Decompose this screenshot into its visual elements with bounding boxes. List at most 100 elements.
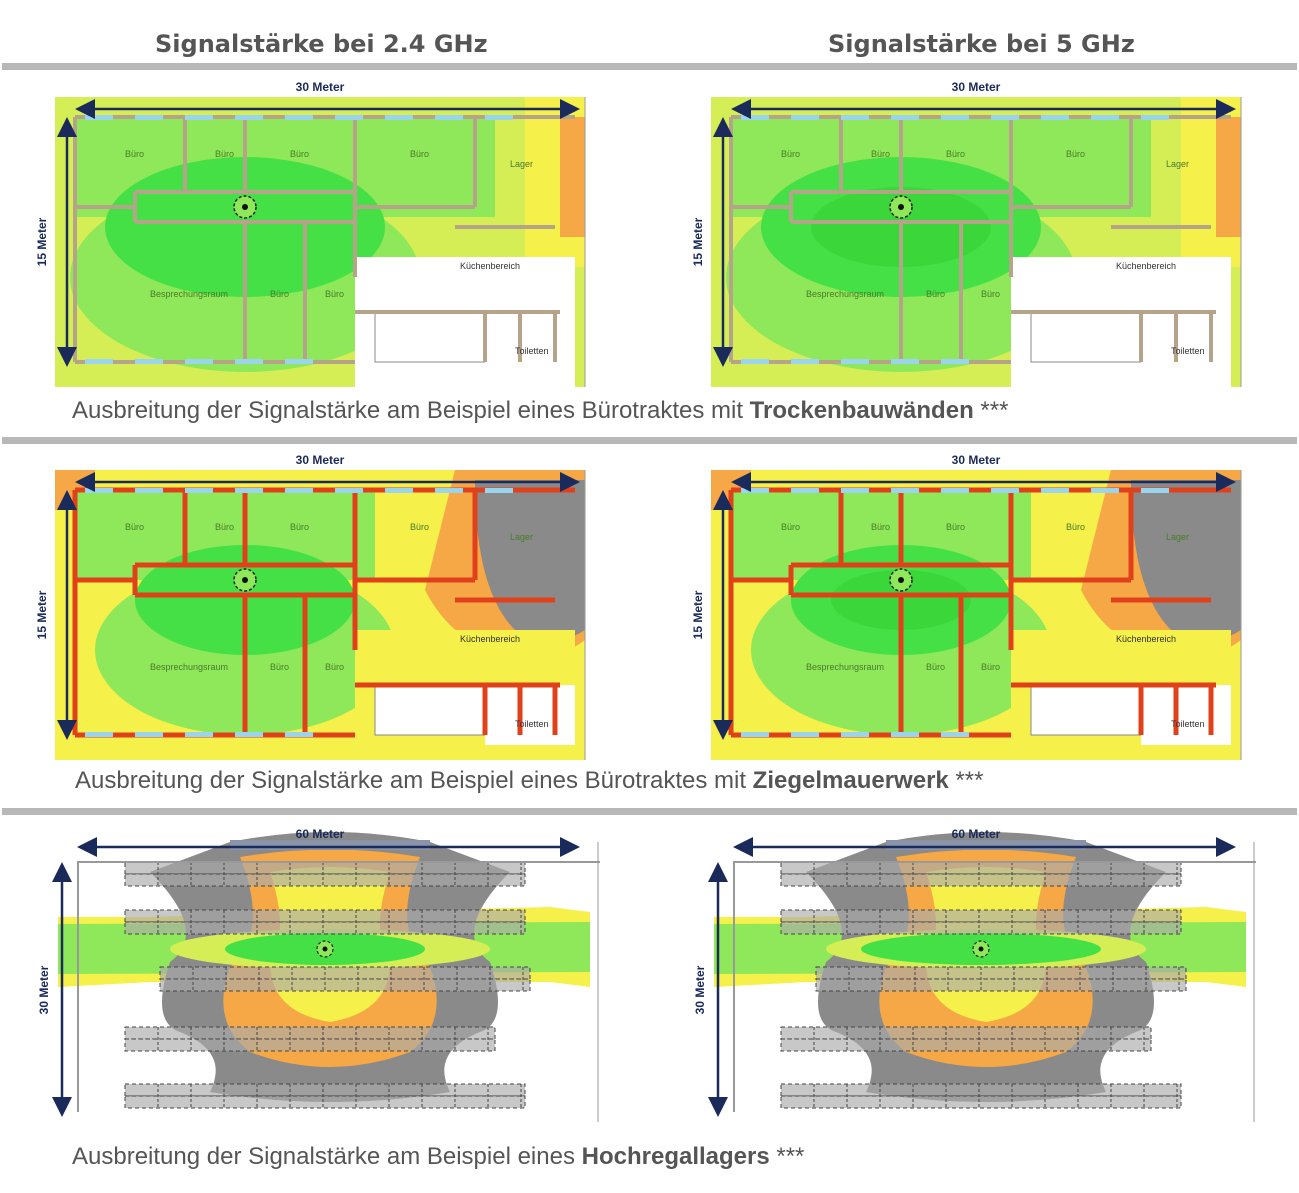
window xyxy=(385,115,413,120)
rack-upper xyxy=(124,1083,526,1097)
rack xyxy=(124,861,526,887)
window xyxy=(185,732,213,737)
room-label: Büro xyxy=(981,662,1000,672)
room-label: Küchenbereich xyxy=(1116,261,1176,271)
room-label: Büro xyxy=(125,522,144,532)
rack-upper xyxy=(124,1026,496,1040)
rack xyxy=(124,909,526,935)
window xyxy=(285,115,313,120)
room-label: Büro xyxy=(946,149,965,159)
window xyxy=(791,732,819,737)
window xyxy=(1091,115,1119,120)
width-label: 30 Meter xyxy=(952,80,1001,94)
room-label: Besprechungsraum xyxy=(806,662,884,672)
window xyxy=(85,359,113,364)
window xyxy=(435,115,463,120)
room-label: Küchenbereich xyxy=(460,261,520,271)
room-label: Lager xyxy=(1166,159,1189,169)
window xyxy=(941,359,969,364)
rack-lower xyxy=(780,1095,1182,1109)
window xyxy=(1141,115,1169,120)
window xyxy=(941,732,969,737)
width-label: 30 Meter xyxy=(952,453,1001,467)
window xyxy=(891,488,919,493)
room-label: Büro xyxy=(981,289,1000,299)
rack xyxy=(815,966,1187,992)
width-label: 30 Meter xyxy=(296,80,345,94)
width-label: 60 Meter xyxy=(296,827,345,841)
access-point-dot xyxy=(978,946,984,952)
caption-prefix: Ausbreitung der Signalstärke am Beispiel… xyxy=(75,767,753,794)
rack-lower xyxy=(780,921,1182,935)
room-label: Toiletten xyxy=(515,719,549,729)
room-label: Büro xyxy=(270,662,289,672)
heatmap-drywall-5ghz: Büro Büro Büro Büro Lager Besprechungsraum Bür… xyxy=(686,77,1246,387)
room-label: Lager xyxy=(510,532,533,542)
window xyxy=(335,488,363,493)
window xyxy=(741,359,769,364)
window xyxy=(185,488,213,493)
rack-upper xyxy=(780,1083,1182,1097)
width-label: 30 Meter xyxy=(296,453,345,467)
rack-upper xyxy=(124,909,526,923)
separator xyxy=(2,437,1297,444)
caption-bold: Ziegelmauerwerk xyxy=(752,767,949,794)
floorplan-svg: Büro Büro Büro Büro Lager Besprechungsraum Bür… xyxy=(691,80,1242,387)
window xyxy=(385,488,413,493)
access-point-dot xyxy=(322,946,328,952)
floorplan-svg: Büro Büro Büro Büro Lager Besprechungsraum Bür… xyxy=(35,453,586,760)
room-label: Büro xyxy=(1066,149,1085,159)
rack xyxy=(159,966,531,992)
rack-lower xyxy=(124,1095,526,1109)
height-label: 15 Meter xyxy=(35,590,49,639)
window xyxy=(841,488,869,493)
window xyxy=(85,732,113,737)
window xyxy=(791,488,819,493)
room-label: Büro xyxy=(946,522,965,532)
window xyxy=(285,359,313,364)
toilet-area xyxy=(485,685,575,745)
rack-lower xyxy=(815,978,1187,992)
room-label: Toiletten xyxy=(1171,719,1205,729)
window xyxy=(185,115,213,120)
room-label: Lager xyxy=(510,159,533,169)
heatmap-warehouse-2-4ghz: 60 Meter 30 Meter xyxy=(30,822,600,1122)
room-label: Büro xyxy=(215,149,234,159)
window xyxy=(185,359,213,364)
window xyxy=(891,732,919,737)
window xyxy=(741,115,769,120)
room-label: Büro xyxy=(871,149,890,159)
rack-upper xyxy=(815,966,1187,980)
toilet-area xyxy=(1141,312,1231,372)
floorplan-svg: Büro Büro Büro Büro Lager Besprechungsraum Bür… xyxy=(35,80,586,387)
access-point-dot xyxy=(898,577,904,583)
room-label: Büro xyxy=(1066,522,1085,532)
window xyxy=(135,732,163,737)
rack-upper xyxy=(159,966,531,980)
rack-lower xyxy=(124,1038,496,1052)
access-point-dot xyxy=(898,204,904,210)
window xyxy=(235,359,263,364)
window xyxy=(485,115,513,120)
heat-zone xyxy=(1216,117,1241,237)
room-label: Büro xyxy=(926,289,945,299)
room-label: Büro xyxy=(215,522,234,532)
caption-bold: Trockenbauwänden xyxy=(749,397,974,424)
room-label: Besprechungsraum xyxy=(806,289,884,299)
window xyxy=(1091,488,1119,493)
room-label: Büro xyxy=(781,522,800,532)
heatmap-brick-5ghz: Büro Büro Büro Büro Lager Besprechungsraum Bür… xyxy=(686,450,1246,760)
caption-bold: Hochregallagers xyxy=(581,1143,770,1170)
room-label: Büro xyxy=(926,662,945,672)
heatmap-drywall-2-4ghz: Büro Büro Büro Büro Lager Besprechungsraum Bür… xyxy=(30,77,590,387)
counter xyxy=(374,684,486,736)
window xyxy=(1141,488,1169,493)
room-label: Büro xyxy=(325,289,344,299)
caption-drywall: Ausbreitung der Signalstärke am Beispiel… xyxy=(72,397,1008,425)
rack xyxy=(780,1083,1182,1109)
window xyxy=(85,488,113,493)
window xyxy=(335,115,363,120)
window xyxy=(891,115,919,120)
window xyxy=(941,488,969,493)
access-point-dot xyxy=(242,577,248,583)
